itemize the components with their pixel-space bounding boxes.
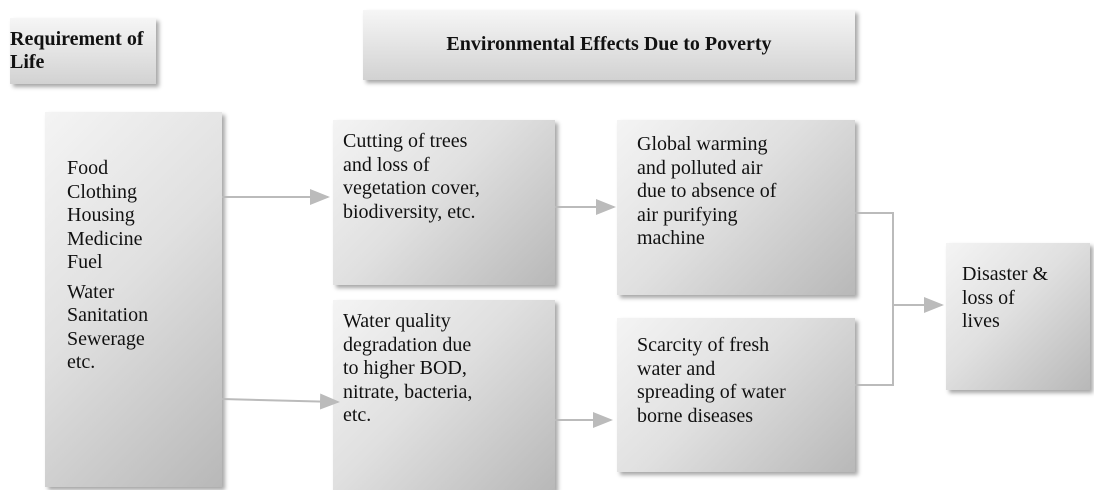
header: Environmental Effects Due to Poverty — [363, 10, 855, 80]
node-line: machine — [637, 227, 705, 249]
node-line: Housing — [67, 204, 135, 226]
node-line: nitrate, bacteria, — [343, 380, 473, 403]
node-line: Scarcity of fresh — [637, 334, 770, 356]
node-line: Sanitation — [67, 304, 149, 326]
node-line: etc. — [343, 404, 372, 426]
node-line: spreading of water — [637, 381, 786, 403]
node-line: Global warming — [637, 133, 768, 155]
node-line: air purifying — [637, 203, 738, 226]
node-line: biodiversity, etc. — [343, 200, 476, 223]
node: Scarcity of fresh water and spreading of w… — [617, 318, 855, 472]
node: Cutting of trees and loss of vegetation co… — [333, 120, 555, 285]
node-line: and polluted air — [637, 156, 763, 179]
header: Requirement of Life — [10, 18, 156, 84]
node-line: degradation due — [343, 333, 472, 356]
node: Water quality degradation due to higher BO… — [333, 300, 555, 490]
node: Disaster & loss of lives — [946, 243, 1090, 390]
node-line: water and — [637, 357, 716, 380]
node-line: lives — [962, 310, 1000, 332]
node-line: Sewerage — [67, 327, 145, 350]
node-line: to higher BOD, — [343, 357, 467, 379]
node-line: Water — [67, 280, 115, 303]
node-line: Disaster & — [962, 263, 1049, 285]
node-line: Cutting of trees — [343, 130, 468, 152]
node-line: due to absence of — [637, 180, 777, 202]
node-line: Fuel — [67, 251, 103, 273]
arrow — [221, 393, 340, 410]
node-line: Clothing — [67, 180, 138, 203]
node-line: and loss of — [343, 153, 430, 176]
node-line: Water quality — [343, 310, 451, 332]
node-line: vegetation cover, — [343, 177, 480, 199]
node-line: borne diseases — [637, 404, 754, 427]
node: Food Clothing Housing Medicine Fuel Water Sani… — [45, 112, 222, 487]
node-line: Medicine — [67, 227, 143, 250]
node-line: loss of — [962, 286, 1015, 309]
connector — [855, 212, 894, 386]
node-line: etc. — [67, 351, 96, 373]
node: Global warming and polluted air due to abs… — [617, 120, 855, 295]
node-line: Food — [67, 157, 109, 179]
